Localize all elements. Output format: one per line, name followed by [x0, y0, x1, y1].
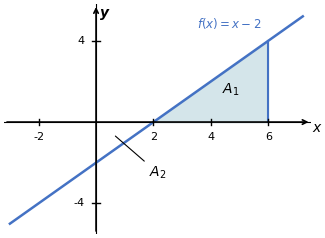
Text: -2: -2	[33, 132, 44, 142]
Text: -4: -4	[73, 198, 84, 208]
Text: 2: 2	[150, 132, 157, 142]
Text: $f(x) = x - 2$: $f(x) = x - 2$	[197, 16, 261, 31]
Text: 4: 4	[207, 132, 214, 142]
Text: y: y	[100, 6, 109, 20]
Text: $A_1$: $A_1$	[222, 81, 240, 98]
Polygon shape	[153, 41, 268, 122]
Text: $A_2$: $A_2$	[115, 136, 167, 181]
Text: 6: 6	[265, 132, 272, 142]
Polygon shape	[96, 122, 153, 163]
Text: 4: 4	[77, 36, 84, 46]
Text: x: x	[313, 121, 321, 135]
